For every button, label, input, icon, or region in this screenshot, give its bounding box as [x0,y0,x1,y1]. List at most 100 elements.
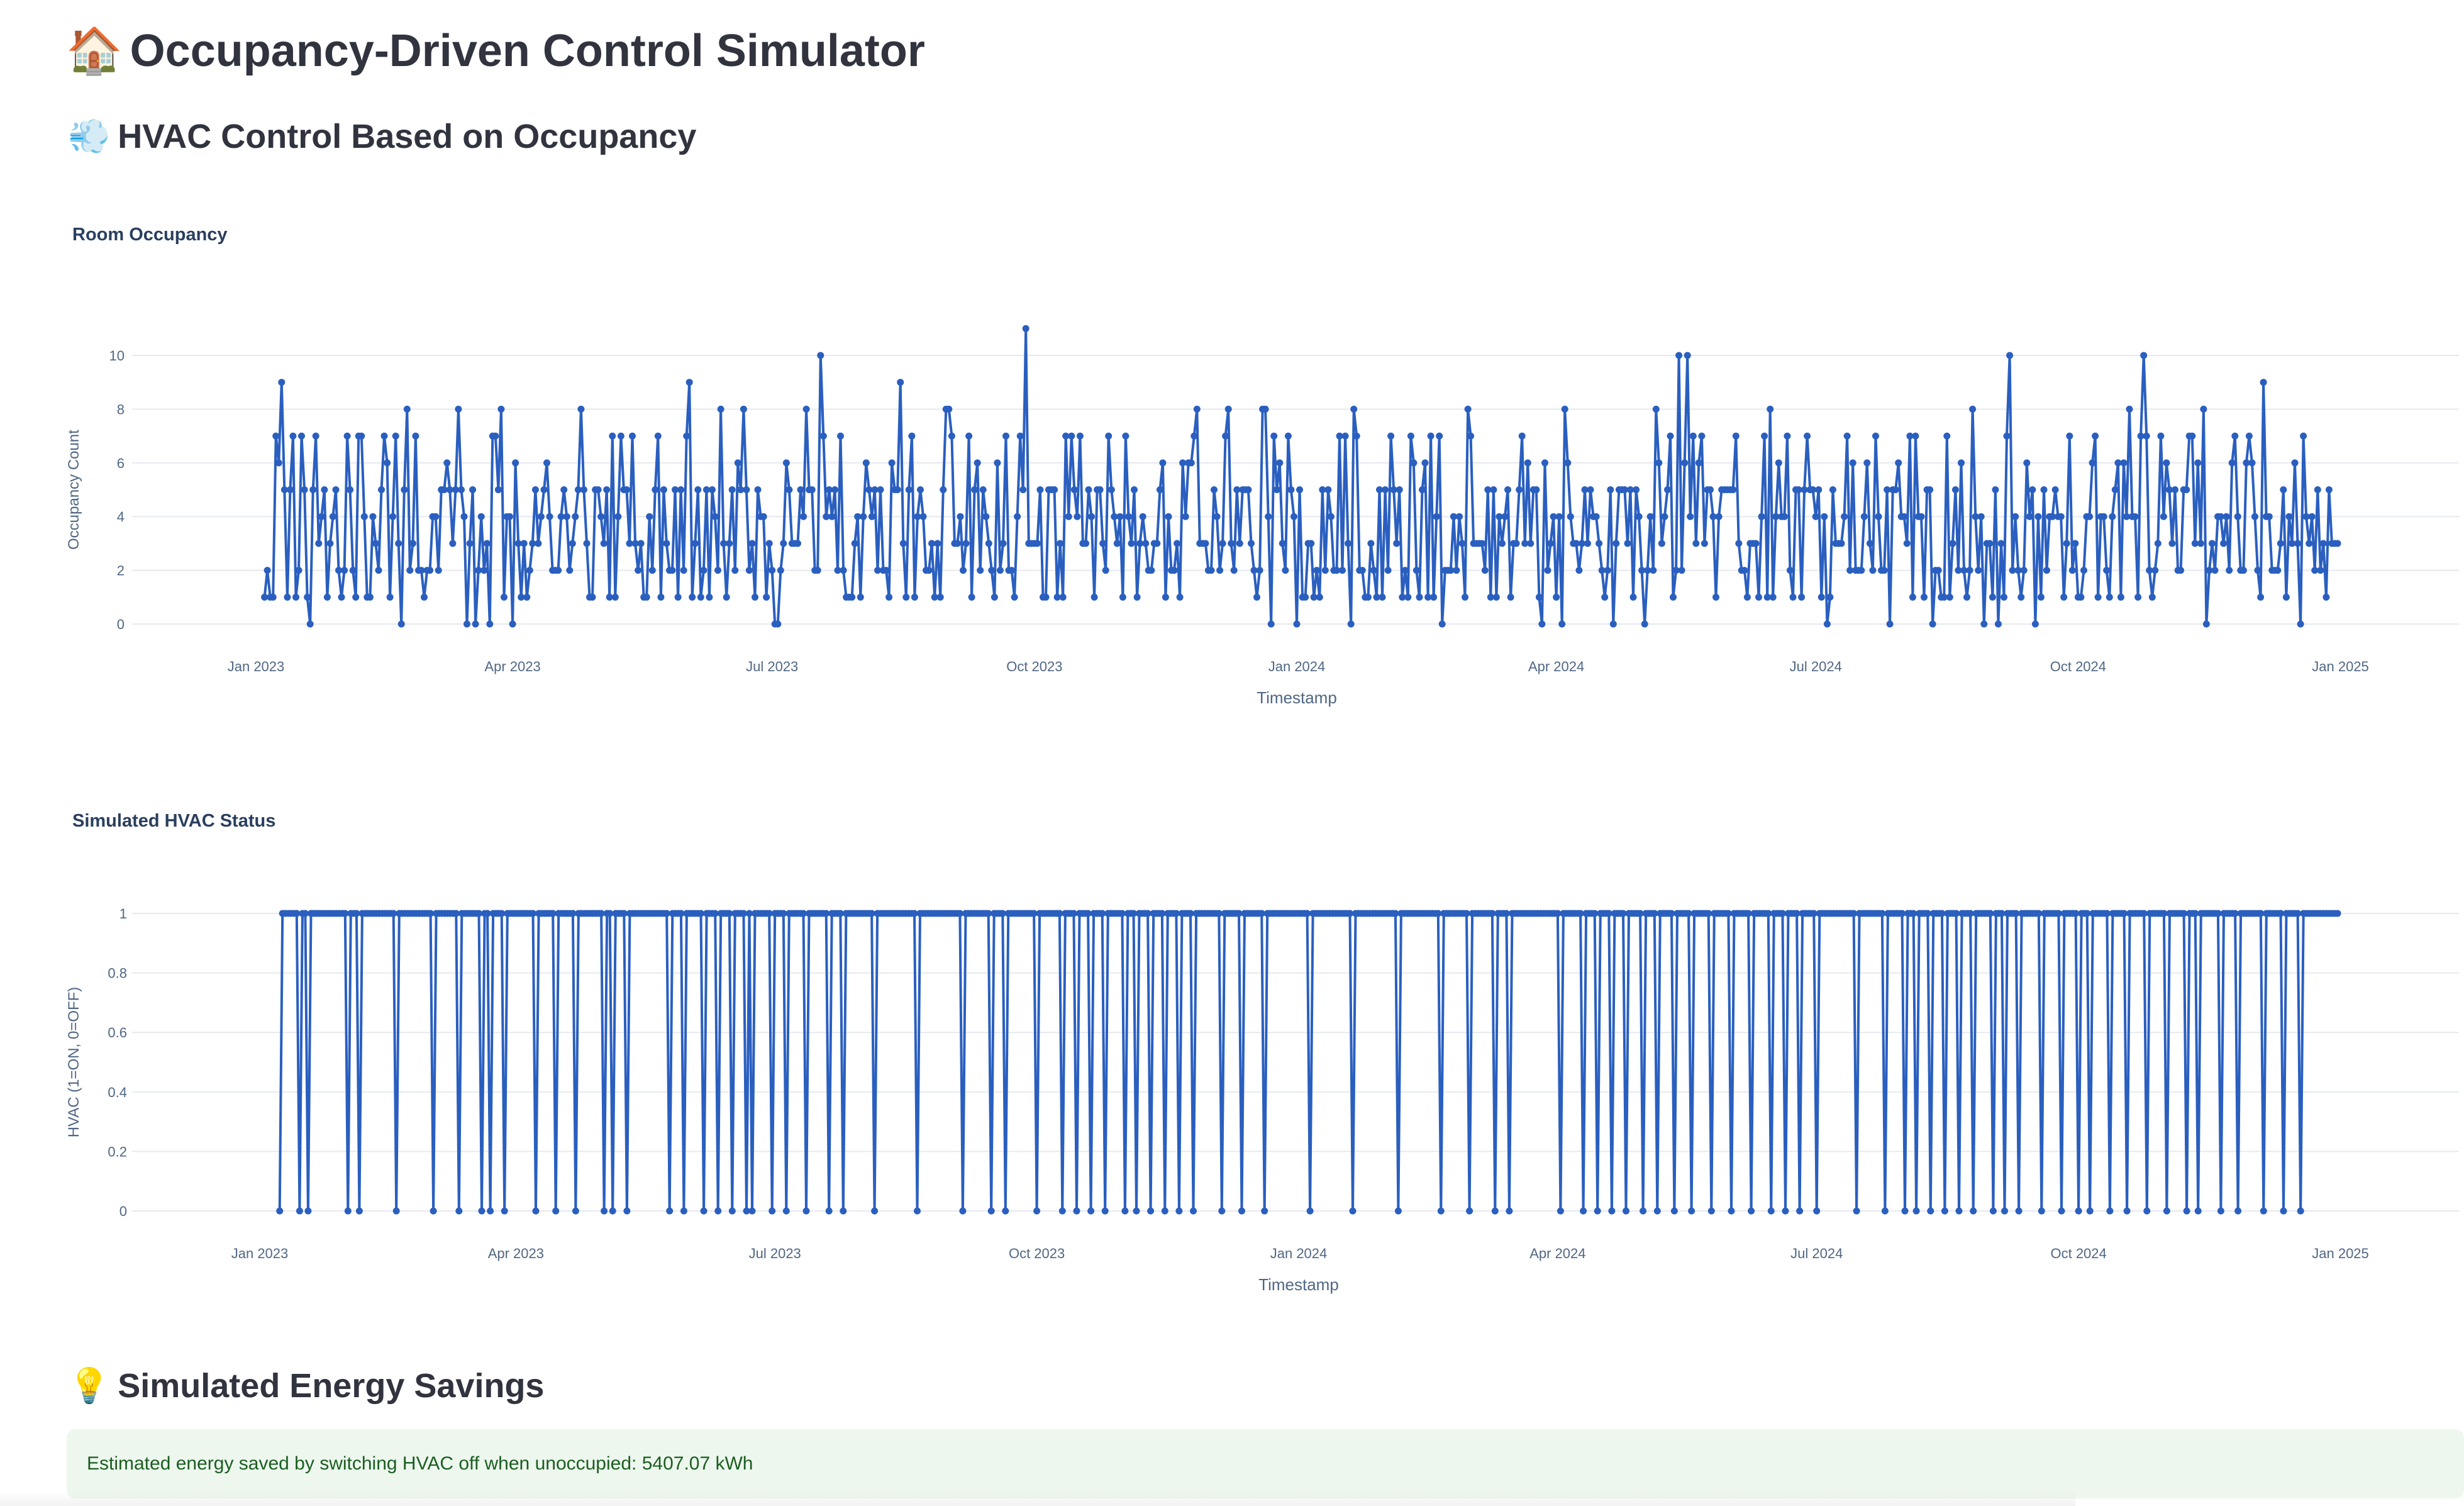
occupancy-point [2308,513,2316,520]
hvac-off-point [1073,1207,1080,1215]
occupancy-point [1250,567,1258,574]
occupancy-point [1256,567,1263,574]
occupancy-point [823,513,830,520]
occupancy-point [1975,567,1982,574]
hvac-on-point [1435,910,1442,917]
occupancy-point [280,486,288,493]
lightbulb-icon: 💡 [68,1367,111,1405]
occupancy-point [2106,593,2113,601]
hvac-off-point [743,1207,750,1215]
occupancy-point [1895,459,1902,467]
occupancy-point [1963,593,1970,601]
hvac-on-point [663,910,670,917]
hvac-off-point [2123,1207,2131,1215]
occupancy-point [709,486,716,493]
occupancy-point [1082,540,1089,547]
x-tick-label: Jul 2024 [1790,1246,1843,1261]
occupancy-point [748,540,756,547]
hvac-on-point [1924,910,1931,917]
hvac-status-chart[interactable]: 0 0.2 0.4 0.6 0.8 1 Jan 2023 Apr 2023 Jul 2023 Oc… [0,0,2464,1321]
hvac-chart-title: Simulated HVAC Status [72,811,276,831]
x-tick-label: Apr 2023 [484,659,540,674]
occupancy-point [2302,513,2310,520]
occupancy-point [2029,486,2036,493]
hvac-on-point [1953,910,1960,917]
y-tick-label: 1 [119,906,127,922]
x-tick-label: Apr 2024 [1529,1246,1585,1261]
hvac-on-point [1489,910,1496,917]
occupancy-point [957,513,964,520]
occupancy-point [2317,567,2324,574]
occupancy-point [1612,540,1620,547]
occupancy-point [777,567,784,574]
occupancy-point [1672,567,1680,574]
hvac-off-point [2001,1207,2008,1215]
hvac-off-point [1147,1207,1155,1215]
occupancy-point [597,513,605,520]
occupancy-point [1921,593,1928,601]
occupancy-point [2100,513,2107,520]
hvac-off-point [304,1207,312,1215]
occupancy-point [2251,513,2258,520]
occupancy-point [1113,540,1121,547]
occupancy-point [520,540,528,547]
occupancy-point [1624,540,1631,547]
occupancy-point [1969,405,1977,413]
occupancy-point [1148,567,1155,574]
hvac-off-point [1261,1207,1268,1215]
occupancy-point [514,540,522,547]
occupancy-point [1128,540,1135,547]
occupancy-point [1142,540,1150,547]
occupancy-point [1074,513,1081,520]
occupancy-point [1869,567,1877,574]
occupancy-point [985,540,992,547]
occupancy-point [1512,540,1520,547]
occupancy-point [1527,540,1534,547]
occupancy-point [2231,432,2239,440]
hvac-off-point [1238,1207,1245,1215]
occupancy-point [1302,593,1309,601]
occupancy-point [347,486,354,493]
hvac-on-point [341,910,349,917]
occupancy-point [2051,486,2059,493]
occupancy-point [2314,486,2321,493]
occupancy-point [1752,540,1760,547]
occupancy-point [1667,432,1674,440]
occupancy-point [2012,513,2019,520]
occupancy-point [871,486,879,493]
occupancy-point [831,486,838,493]
occupancy-point [2265,513,2273,520]
occupancy-point [1407,432,1414,440]
occupancy-point [960,567,967,574]
hvac-on-point [697,910,704,917]
hvac-off-point [501,1207,508,1215]
occupancy-point [1316,593,1323,601]
occupancy-point [574,486,582,493]
occupancy-point [1992,486,1999,493]
occupancy-point [1658,540,1665,547]
occupancy-point [1057,540,1064,547]
occupancy-point [1798,593,1806,601]
occupancy-point [1769,593,1777,601]
occupancy-point [2089,459,2096,467]
occupancy-point [1105,432,1113,440]
hvac-off-point [1491,1207,1499,1215]
occupancy-point [1376,486,1383,493]
occupancy-point [540,486,548,493]
x-tick-label: Oct 2023 [1006,659,1062,674]
occupancy-point [589,593,596,601]
hvac-on-point [1030,910,1038,917]
occupancy-chart[interactable]: 0 2 4 6 8 10 Jan 2023 Apr 2023 Jul 2023 Oct 2023 J… [0,0,2464,723]
occupancy-point [1313,567,1321,574]
occupancy-point [999,540,1007,547]
occupancy-point [1524,459,1531,467]
occupancy-point [1107,486,1115,493]
occupancy-point [1678,567,1685,574]
hvac-off-point [802,1207,810,1215]
hvac-off-point [430,1207,437,1215]
occupancy-point [1382,486,1389,493]
page-title-text: Occupancy-Driven Control Simulator [130,26,925,76]
occupancy-point [600,540,608,547]
hvac-on-point [726,910,733,917]
occupancy-point [269,593,277,601]
